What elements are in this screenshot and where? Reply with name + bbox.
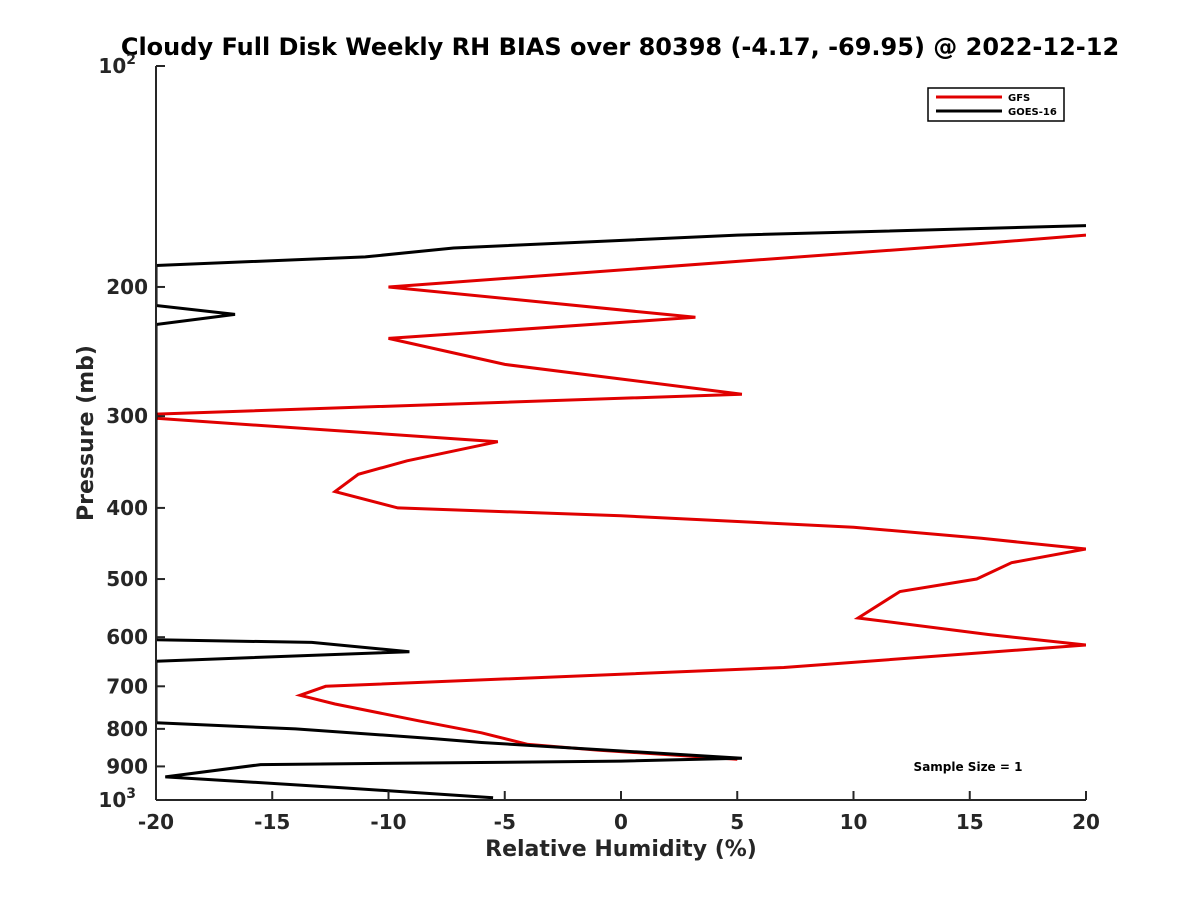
x-tick-label: 5 xyxy=(730,810,744,834)
x-tick-label: -15 xyxy=(254,810,290,834)
y-tick-exponent: 3 xyxy=(126,786,136,802)
legend-box xyxy=(927,87,1065,122)
x-tick-label: 15 xyxy=(956,810,984,834)
x-tick-label: -20 xyxy=(138,810,174,834)
y-tick-label: 600 xyxy=(106,625,148,649)
x-axis-label: Relative Humidity (%) xyxy=(485,837,757,862)
y-tick-label: 102 xyxy=(98,52,136,78)
y-tick-label: 300 xyxy=(106,404,148,428)
y-tick-label: 400 xyxy=(106,496,148,520)
x-tick-label: 0 xyxy=(614,810,628,834)
x-tick-label: 10 xyxy=(840,810,868,834)
y-tick-label: 700 xyxy=(106,674,148,698)
y-tick-label: 200 xyxy=(106,275,148,299)
y-axis-label: Pressure (mb) xyxy=(74,345,99,521)
y-tick-label: 800 xyxy=(106,717,148,741)
x-tick-label: -5 xyxy=(494,810,516,834)
sample-size-annotation: Sample Size = 1 xyxy=(914,760,1023,774)
series-line-gfs xyxy=(156,233,1086,761)
y-tick-exponent: 2 xyxy=(126,52,136,68)
legend-label: GFS xyxy=(1008,93,1030,104)
y-tick-label: 900 xyxy=(106,754,148,778)
chart-title: Cloudy Full Disk Weekly RH BIAS over 803… xyxy=(121,33,1119,61)
legend: GFS GOES-16 xyxy=(927,87,1065,122)
series-line-goes-16 xyxy=(156,224,1086,800)
y-tick-label: 103 xyxy=(98,786,136,812)
legend-label: GOES-16 xyxy=(1008,107,1057,118)
x-tick-label: -10 xyxy=(370,810,406,834)
x-tick-label: 20 xyxy=(1072,810,1100,834)
y-tick-label: 500 xyxy=(106,567,148,591)
